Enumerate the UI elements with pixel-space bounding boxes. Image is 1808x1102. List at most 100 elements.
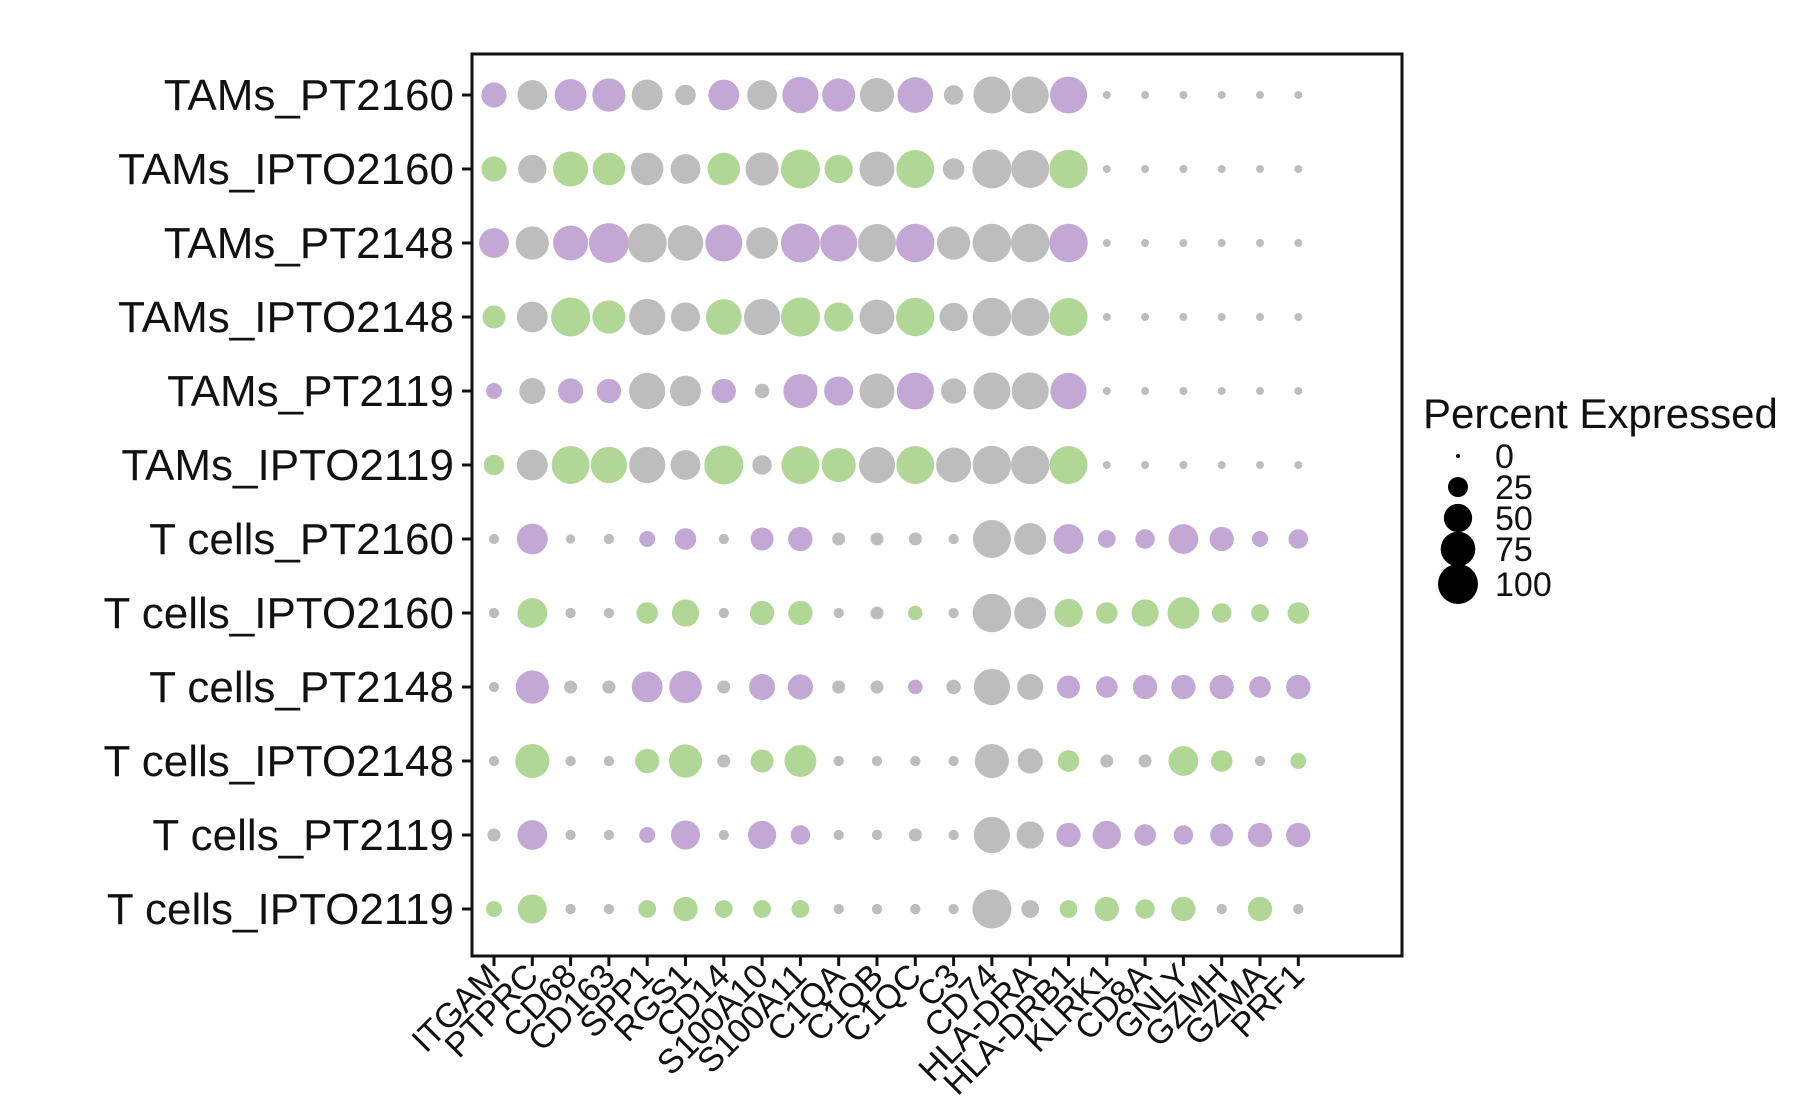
dot-HLA-DRA-TAMs_IPTO2160: [1011, 150, 1050, 188]
dot-CD74-TAMs_PT2160: [973, 76, 1011, 114]
dot-S100A10-T-cells_IPTO2148: [750, 749, 774, 773]
dot-HLA-DRA-T-cells_IPTO2119: [1021, 900, 1040, 918]
dot-CD8A-TAMs_IPTO2119: [1141, 461, 1150, 469]
legend-label: 50: [1495, 500, 1533, 538]
y-axis: TAMs_PT2160 TAMs_IPTO2160 TAMs_PT2148 TAMs_…: [103, 71, 472, 934]
dot-HLA-DRB1-T-cells_PT2160: [1053, 524, 1084, 554]
dot-PRF1-T-cells_IPTO2148: [1290, 753, 1307, 769]
dot-PRF1-TAMs_PT2148: [1294, 239, 1303, 247]
dot-RGS1-TAMs_IPTO2148: [670, 302, 701, 332]
dot-CD14-TAMs_IPTO2160: [707, 152, 741, 186]
dot-CD74-T-cells_PT2160: [972, 520, 1011, 558]
dot-RGS1-T-cells_IPTO2160: [671, 599, 700, 627]
dot-CD74-TAMs_PT2119: [973, 372, 1011, 410]
dot-CD68-T-cells_IPTO2160: [565, 607, 576, 619]
dot-SPP1-TAMs_PT2148: [627, 223, 667, 263]
dot-PRF1-TAMs_IPTO2148: [1294, 313, 1303, 321]
dot-C1QA-T-cells_IPTO2160: [833, 607, 844, 619]
dot-SPP1-T-cells_PT2148: [631, 671, 663, 703]
dot-CD68-TAMs_IPTO2160: [553, 151, 589, 187]
dot-CD74-T-cells_PT2148: [973, 668, 1011, 706]
dot-C1QA-TAMs_PT2148: [820, 224, 858, 262]
dot-C1QA-T-cells_PT2160: [832, 532, 846, 546]
dot-S100A10-TAMs_PT2160: [747, 80, 778, 110]
dot-C1QB-TAMs_PT2160: [859, 77, 895, 113]
dot-HLA-DRA-T-cells_IPTO2160: [1014, 597, 1047, 629]
dot-ITGAM-TAMs_IPTO2160: [481, 156, 507, 182]
y-tick-label: TAMs_IPTO2148: [118, 293, 454, 342]
dot-CD8A-T-cells_PT2148: [1132, 674, 1158, 700]
dot-CD8A-T-cells_IPTO2148: [1138, 754, 1152, 768]
dot-CD14-TAMs_IPTO2148: [705, 299, 742, 335]
dot-SPP1-TAMs_IPTO2119: [629, 446, 666, 484]
dot-HLA-DRA-T-cells_PT2119: [1016, 821, 1044, 849]
dot-KLRK1-T-cells_PT2148: [1096, 676, 1118, 698]
dot-C1QA-TAMs_IPTO2160: [824, 154, 853, 184]
legend-title: Percent Expressed: [1423, 390, 1778, 437]
dot-GNLY-TAMs_PT2148: [1179, 239, 1188, 247]
dot-RGS1-T-cells_PT2119: [670, 820, 701, 850]
dot-KLRK1-T-cells_IPTO2119: [1094, 896, 1119, 922]
dot-S100A10-T-cells_IPTO2119: [753, 900, 772, 918]
dot-CD68-T-cells_IPTO2148: [565, 755, 576, 767]
dot-KLRK1-TAMs_PT2160: [1102, 91, 1111, 99]
dot-CD74-TAMs_IPTO2148: [972, 297, 1012, 337]
dot-CD74-T-cells_IPTO2119: [972, 889, 1012, 929]
dot-C1QB-TAMs_IPTO2160: [859, 151, 895, 187]
dot-HLA-DRA-T-cells_PT2160: [1014, 523, 1047, 555]
dot-CD14-T-cells_PT2148: [717, 680, 731, 694]
dot-GZMA-TAMs_PT2160: [1256, 91, 1264, 99]
dot-CD68-TAMs_IPTO2148: [551, 297, 591, 337]
dot-C1QA-TAMs_PT2160: [822, 78, 856, 112]
dot-CD8A-T-cells_IPTO2160: [1131, 599, 1159, 627]
dot-KLRK1-TAMs_PT2148: [1102, 239, 1111, 247]
dot-CD8A-T-cells_IPTO2119: [1135, 899, 1155, 919]
dot-S100A10-TAMs_IPTO2160: [745, 152, 779, 186]
dot-GZMA-T-cells_IPTO2148: [1254, 755, 1266, 767]
dot-HLA-DRB1-T-cells_PT2148: [1057, 675, 1080, 699]
dot-GZMA-T-cells_IPTO2119: [1247, 896, 1273, 922]
dot-KLRK1-T-cells_IPTO2148: [1100, 754, 1114, 768]
y-tick-label: TAMs_PT2148: [164, 219, 454, 268]
dot-ITGAM-T-cells_IPTO2148: [488, 755, 500, 767]
dot-GZMH-T-cells_PT2160: [1209, 526, 1234, 552]
dot-CD14-T-cells_PT2160: [718, 533, 729, 545]
dot-C3-T-cells_PT2119: [948, 829, 959, 841]
dot-C1QC-TAMs_PT2160: [897, 77, 934, 113]
dot-KLRK1-T-cells_PT2119: [1092, 820, 1121, 850]
dot-S100A10-T-cells_PT2119: [747, 820, 777, 850]
dot-RGS1-T-cells_PT2160: [674, 528, 697, 550]
dot-C1QA-T-cells_IPTO2119: [833, 903, 844, 915]
dot-C3-T-cells_IPTO2160: [948, 607, 959, 619]
dot-C3-T-cells_IPTO2119: [948, 903, 959, 915]
dot-S100A10-T-cells_PT2148: [749, 673, 776, 701]
dot-CD74-TAMs_IPTO2160: [972, 149, 1012, 189]
dot-GZMH-TAMs_IPTO2148: [1217, 313, 1226, 321]
dot-C1QB-T-cells_IPTO2119: [871, 903, 883, 915]
dot-CD163-T-cells_PT2160: [603, 533, 615, 545]
dot-C1QC-TAMs_IPTO2119: [896, 446, 935, 484]
dot-PTPRC-T-cells_IPTO2119: [517, 894, 547, 924]
dot-SPP1-T-cells_IPTO2119: [638, 900, 657, 918]
dot-C1QB-TAMs_PT2148: [858, 224, 896, 262]
dot-HLA-DRA-TAMs_PT2160: [1011, 76, 1049, 114]
dot-CD8A-T-cells_PT2119: [1134, 824, 1156, 846]
dot-GNLY-TAMs_IPTO2119: [1179, 461, 1188, 469]
dot-GNLY-T-cells_PT2160: [1168, 524, 1199, 554]
dot-ITGAM-T-cells_PT2148: [488, 681, 500, 693]
dot-S100A10-T-cells_PT2160: [750, 527, 774, 551]
dot-CD163-T-cells_PT2148: [602, 680, 616, 694]
legend-label: 0: [1495, 438, 1514, 476]
dot-S100A10-TAMs_IPTO2148: [743, 298, 781, 336]
dot-C1QB-TAMs_IPTO2119: [858, 446, 896, 484]
dot-layer: [479, 76, 1311, 929]
dot-RGS1-TAMs_IPTO2160: [670, 154, 701, 184]
dot-GZMA-TAMs_PT2119: [1256, 387, 1264, 395]
dot-C3-TAMs_IPTO2119: [936, 447, 972, 483]
dot-ITGAM-TAMs_IPTO2119: [483, 454, 505, 476]
dot-S100A11-T-cells_IPTO2148: [784, 745, 817, 777]
dot-CD163-T-cells_IPTO2119: [603, 903, 615, 915]
dot-KLRK1-TAMs_IPTO2160: [1102, 165, 1111, 173]
dot-CD163-TAMs_IPTO2148: [592, 300, 626, 334]
